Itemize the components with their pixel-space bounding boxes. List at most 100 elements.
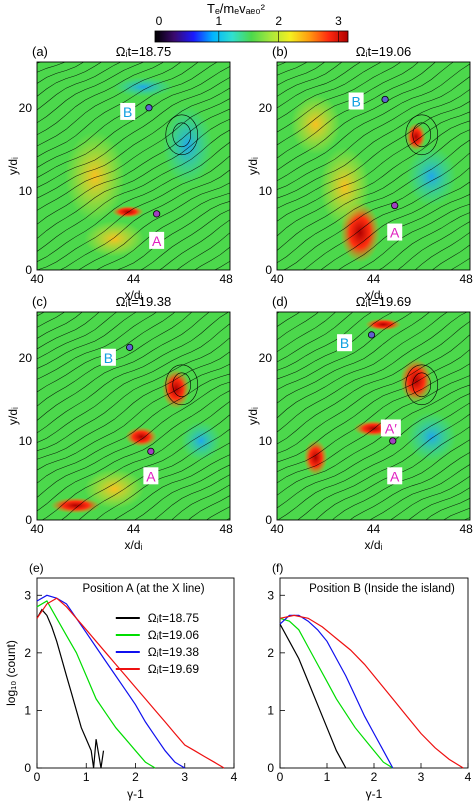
field-line bbox=[302, 167, 470, 270]
y-tick-label: 1 bbox=[24, 703, 31, 717]
island-contour bbox=[172, 122, 192, 148]
field-line bbox=[37, 312, 210, 421]
temperature-patch bbox=[406, 411, 457, 462]
field-line bbox=[277, 0, 470, 16]
label-a: A bbox=[390, 225, 400, 241]
field-line bbox=[397, 221, 470, 270]
field-line bbox=[37, 312, 83, 339]
map-y-tick-label: 10 bbox=[19, 434, 33, 448]
map-y-axis-label: y/dᵢ bbox=[6, 407, 20, 425]
field-line bbox=[37, 390, 230, 512]
field-line bbox=[315, 426, 470, 520]
panel-tag: (a) bbox=[32, 44, 48, 59]
label-a: A bbox=[390, 468, 400, 484]
map-y-tick-label: 20 bbox=[19, 351, 33, 365]
field-line bbox=[37, 323, 230, 443]
label-a-box bbox=[143, 467, 159, 485]
map-panel-b: A B (b) Ωᵢt=19.06 40 44 48 0 10 20 x/dᵢ y/dᵢ bbox=[246, 0, 473, 302]
temperature-patch bbox=[319, 146, 370, 227]
label-a-prime: A′ bbox=[385, 420, 397, 436]
x-tick-label: 3 bbox=[418, 770, 425, 784]
label-a-prime-box bbox=[380, 419, 401, 437]
field-line bbox=[96, 192, 230, 270]
map-y-tick-label: 10 bbox=[19, 184, 33, 198]
map-x-tick-label: 44 bbox=[127, 522, 141, 536]
position-a-marker bbox=[147, 447, 155, 455]
field-line bbox=[277, 312, 468, 433]
colorbar-tick-label: 2 bbox=[275, 14, 282, 28]
x-tick-label: 4 bbox=[465, 770, 472, 784]
field-line bbox=[277, 62, 402, 133]
temperature-patch bbox=[181, 420, 222, 461]
x-tick-label: 0 bbox=[277, 770, 284, 784]
field-line bbox=[277, 375, 470, 484]
panel-time-title: Ωᵢt=19.69 bbox=[356, 294, 412, 309]
temperature-patch bbox=[64, 131, 125, 222]
map-panel-d: A B A′ (d) Ωᵢt=19.69 40 44 48 0 10 20 x/dᵢ y/dᵢ bbox=[246, 294, 473, 552]
y-tick-label: 3 bbox=[267, 588, 274, 602]
field-line bbox=[37, 62, 164, 136]
field-line bbox=[277, 62, 436, 159]
y-tick-label: 0 bbox=[267, 761, 274, 775]
map-x-tick-label: 40 bbox=[270, 522, 284, 536]
field-line bbox=[37, 98, 230, 211]
map-x-tick-label: 48 bbox=[219, 522, 233, 536]
field-line bbox=[277, 63, 470, 182]
map-frame bbox=[276, 61, 471, 271]
panel-time-title: Ωᵢt=18.75 bbox=[116, 44, 172, 59]
field-line bbox=[37, 312, 230, 434]
series-line bbox=[36, 600, 156, 769]
map-field bbox=[277, 312, 470, 520]
map-y-tick-label: 20 bbox=[259, 101, 273, 115]
map-x-axis-label: x/dᵢ bbox=[125, 538, 143, 552]
label-b-box bbox=[348, 92, 364, 110]
field-line bbox=[37, 312, 118, 360]
field-line bbox=[139, 209, 230, 270]
field-line bbox=[37, 108, 230, 225]
temperature-patch bbox=[303, 439, 328, 476]
field-line bbox=[37, 62, 85, 84]
temperature-patch bbox=[365, 318, 402, 331]
field-line bbox=[277, 62, 362, 109]
map-x-axis-label: x/dᵢ bbox=[365, 288, 383, 302]
map-y-tick-label: 0 bbox=[265, 263, 272, 277]
label-b: B bbox=[123, 104, 132, 120]
temperature-patch bbox=[161, 368, 190, 409]
panel-time-title: Ωᵢt=19.06 bbox=[356, 44, 412, 59]
field-line bbox=[37, 129, 230, 252]
temperature-patch bbox=[125, 426, 158, 447]
legend-label: Ωᵢt=19.69 bbox=[148, 662, 200, 676]
field-line bbox=[153, 474, 230, 520]
position-b-marker bbox=[367, 331, 376, 339]
series-line bbox=[279, 623, 347, 769]
map-x-tick-label: 40 bbox=[30, 272, 44, 286]
colorbar-tick-label: 3 bbox=[335, 14, 342, 28]
field-line bbox=[171, 484, 230, 520]
map-y-tick-label: 10 bbox=[259, 184, 273, 198]
x-tick-label: 4 bbox=[231, 770, 238, 784]
label-b: B bbox=[351, 94, 360, 110]
field-line bbox=[277, 312, 373, 371]
field-line bbox=[113, 454, 230, 520]
field-line bbox=[277, 312, 337, 353]
label-a-box bbox=[387, 467, 403, 485]
field-line bbox=[431, 244, 470, 270]
field-line bbox=[277, 312, 354, 363]
label-b-box bbox=[120, 102, 136, 120]
chart-title: Position B (Inside the island) bbox=[309, 583, 455, 595]
label-b: B bbox=[104, 350, 113, 366]
island-contour bbox=[165, 114, 199, 156]
legend-label: Ωᵢt=19.06 bbox=[148, 628, 200, 642]
x-tick-label: 3 bbox=[181, 770, 188, 784]
series-line bbox=[279, 614, 394, 769]
temperature-patch bbox=[50, 497, 101, 514]
colorbar-bar bbox=[154, 30, 349, 43]
field-line bbox=[331, 439, 470, 520]
field-line bbox=[37, 87, 230, 199]
map-y-tick-label: 10 bbox=[259, 434, 273, 448]
chart-tag: (e) bbox=[29, 561, 44, 575]
field-line bbox=[349, 452, 470, 520]
map-field bbox=[37, 312, 230, 520]
